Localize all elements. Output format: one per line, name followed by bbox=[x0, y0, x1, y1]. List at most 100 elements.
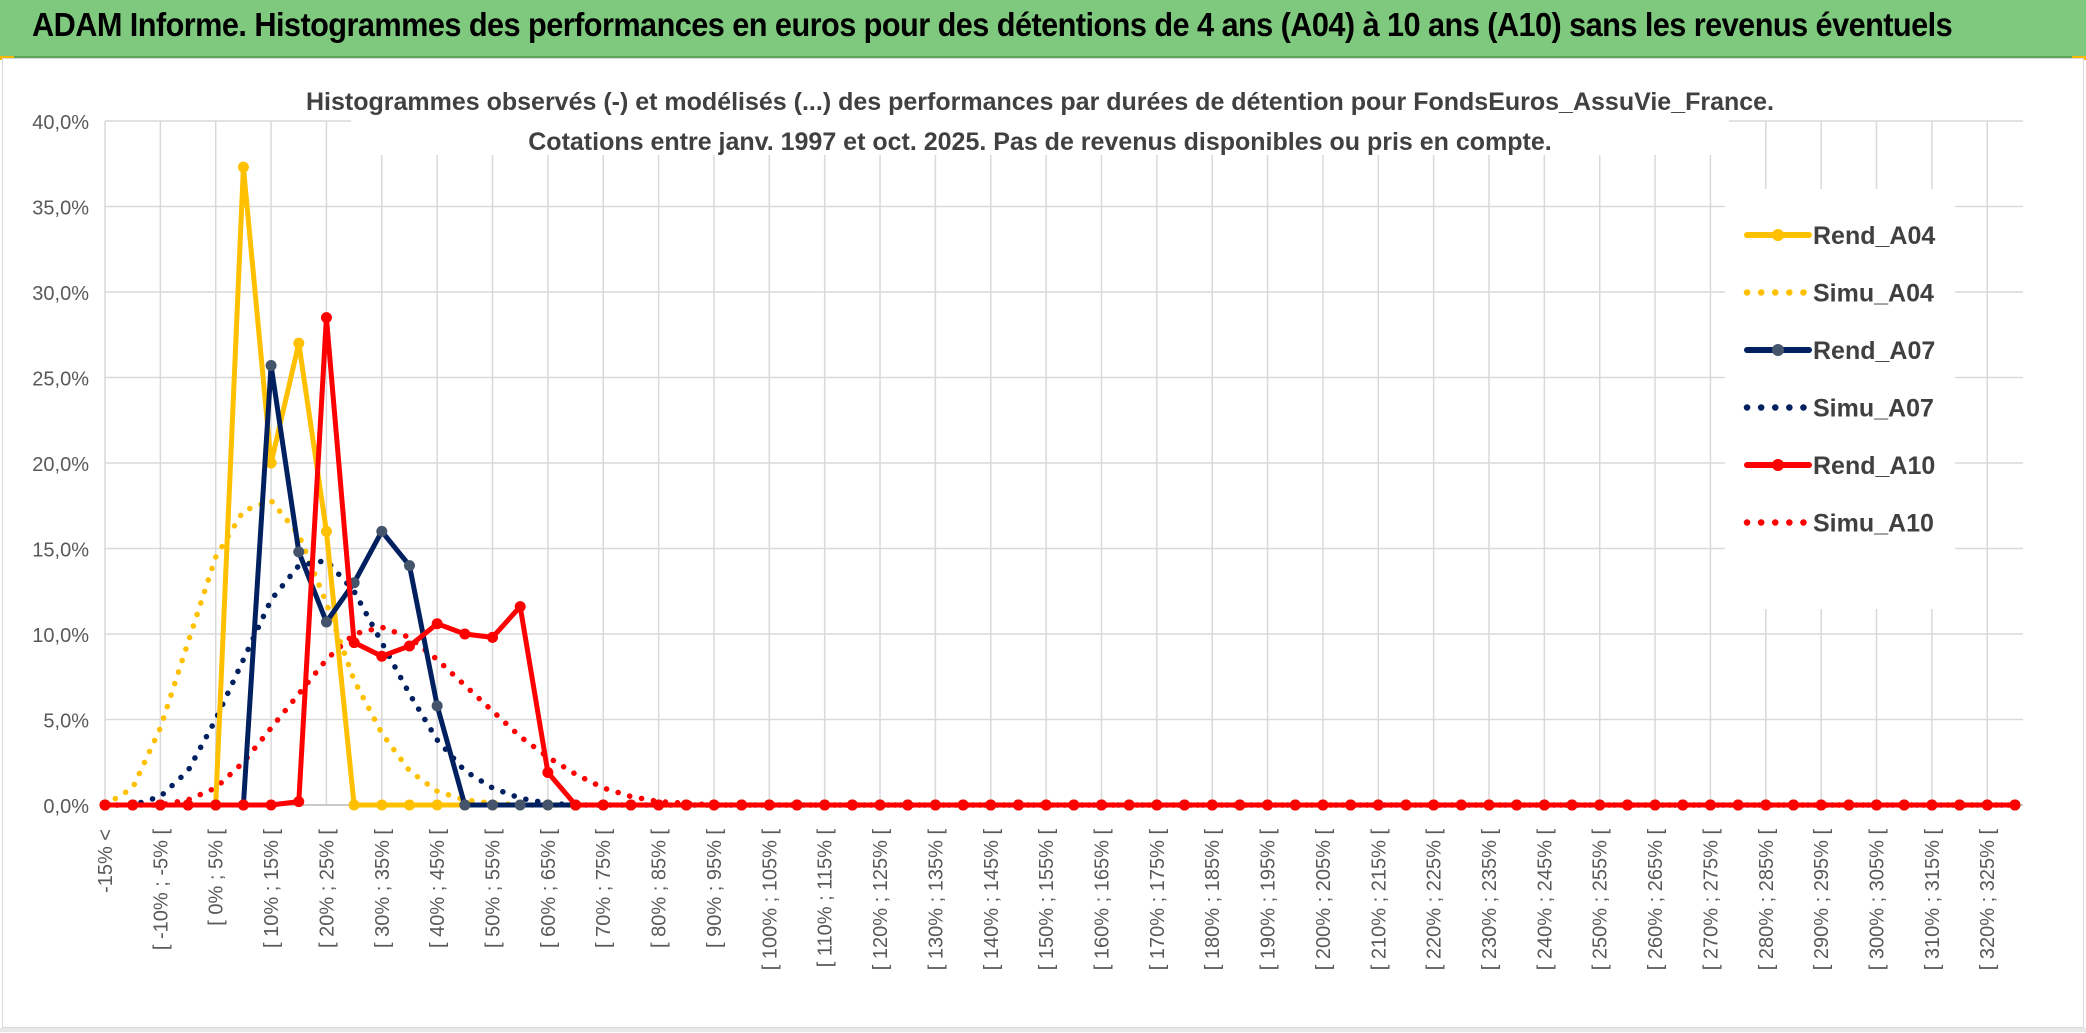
series-line-Rend_A10 bbox=[102, 315, 2018, 808]
x-tick-label: [ 100% ; 105% [ bbox=[759, 829, 781, 971]
data-point bbox=[403, 640, 415, 652]
y-tick-label: 15,0% bbox=[32, 540, 89, 562]
data-point bbox=[431, 618, 443, 630]
y-axis-ticks: 0,0% 5,0% 10,0% 15,0% 20,0% 25,0% 30,0% 35,0% 40… bbox=[32, 112, 89, 818]
data-point bbox=[874, 799, 886, 811]
data-point bbox=[1981, 799, 1993, 811]
data-point bbox=[1262, 799, 1274, 811]
x-tick-label: [ 30% ; 35% [ bbox=[372, 829, 394, 948]
legend-label: Simu_A07 bbox=[1813, 395, 1934, 423]
y-tick-label: 0,0% bbox=[43, 796, 89, 818]
bottom-border bbox=[0, 1028, 2086, 1032]
x-tick-label: [ 270% ; 275% [ bbox=[1700, 829, 1722, 971]
x-tick-label: -15% < bbox=[95, 829, 117, 893]
legend: Rend_A04 Simu_A04 Rend_A07 Simu_A07 Rend_A10… bbox=[1743, 222, 1935, 538]
y-tick-label: 20,0% bbox=[32, 454, 89, 476]
data-point bbox=[1206, 799, 1218, 811]
data-point bbox=[154, 799, 166, 811]
data-point bbox=[431, 700, 443, 712]
series-Rend_A10 bbox=[99, 312, 2021, 811]
x-tick-label: [ 310% ; 315% [ bbox=[1922, 829, 1944, 971]
x-tick-label: [ 180% ; 185% [ bbox=[1202, 829, 1224, 971]
series-lines bbox=[99, 161, 2021, 811]
data-point bbox=[1871, 799, 1883, 811]
legend-label: Rend_A04 bbox=[1813, 222, 1935, 250]
x-tick-label: [ 0% ; 5% [ bbox=[206, 829, 228, 926]
data-point bbox=[1151, 799, 1163, 811]
legend-item-Simu_A10: Simu_A10 bbox=[1743, 510, 1934, 538]
x-tick-label: [ 200% ; 205% [ bbox=[1313, 829, 1335, 971]
data-point bbox=[293, 796, 305, 808]
data-point bbox=[1289, 799, 1301, 811]
y-tick-label: 35,0% bbox=[32, 198, 89, 220]
data-point bbox=[542, 767, 554, 779]
data-point bbox=[1483, 799, 1495, 811]
data-point bbox=[403, 799, 415, 811]
chart-title-line2: Cotations entre janv. 1997 et oct. 2025.… bbox=[528, 128, 1551, 156]
data-point bbox=[320, 312, 332, 324]
x-tick-label: [ 20% ; 25% [ bbox=[316, 829, 338, 948]
data-point bbox=[1787, 799, 1799, 811]
legend-item-Simu_A04: Simu_A04 bbox=[1743, 280, 1934, 308]
data-point bbox=[1234, 799, 1246, 811]
data-point bbox=[1815, 799, 1827, 811]
legend-label: Rend_A07 bbox=[1813, 337, 1935, 365]
data-point bbox=[1704, 799, 1716, 811]
chart-title-background bbox=[351, 79, 1729, 155]
data-point bbox=[653, 799, 665, 811]
data-point bbox=[265, 360, 277, 372]
x-tick-label: [ 90% ; 95% [ bbox=[704, 829, 726, 948]
legend-item-Rend_A10: Rend_A10 bbox=[1744, 452, 1935, 480]
data-point bbox=[1455, 799, 1467, 811]
data-point bbox=[902, 799, 914, 811]
legend-background bbox=[1725, 189, 1955, 609]
data-point bbox=[1123, 799, 1135, 811]
data-point bbox=[680, 799, 692, 811]
x-tick-label: [ 300% ; 305% [ bbox=[1867, 829, 1889, 971]
data-point bbox=[237, 161, 249, 173]
data-point bbox=[514, 799, 526, 811]
data-point bbox=[487, 631, 499, 643]
data-point bbox=[348, 637, 360, 649]
x-tick-label: [ 40% ; 45% [ bbox=[427, 829, 449, 948]
legend-label: Simu_A04 bbox=[1813, 280, 1934, 308]
data-point bbox=[1760, 799, 1772, 811]
data-point bbox=[1732, 799, 1744, 811]
data-point bbox=[1843, 799, 1855, 811]
data-point bbox=[1594, 799, 1606, 811]
data-point bbox=[1040, 799, 1052, 811]
x-tick-label: [ 260% ; 265% [ bbox=[1645, 829, 1667, 971]
legend-item-Simu_A07: Simu_A07 bbox=[1743, 395, 1934, 423]
data-point bbox=[1677, 799, 1689, 811]
data-point bbox=[846, 799, 858, 811]
data-point bbox=[376, 650, 388, 662]
legend-marker bbox=[1772, 459, 1784, 471]
x-tick-label: [ 110% ; 115% [ bbox=[815, 829, 837, 968]
data-point bbox=[1345, 799, 1357, 811]
data-point bbox=[265, 799, 277, 811]
chart-title-line1: Histogrammes observés (-) et modélisés (… bbox=[306, 88, 1774, 116]
x-tick-label: [ 240% ; 245% [ bbox=[1534, 829, 1556, 971]
x-tick-label: [ 70% ; 75% [ bbox=[593, 829, 615, 948]
data-point bbox=[1566, 799, 1578, 811]
x-tick-label: [ 10% ; 15% [ bbox=[261, 829, 283, 948]
x-tick-label: [ 210% ; 215% [ bbox=[1368, 829, 1390, 971]
legend-item-Rend_A07: Rend_A07 bbox=[1744, 337, 1935, 365]
data-point bbox=[1538, 799, 1550, 811]
legend-label: Simu_A10 bbox=[1813, 510, 1934, 538]
data-point bbox=[320, 525, 332, 537]
data-point bbox=[1179, 799, 1191, 811]
data-point bbox=[459, 799, 471, 811]
data-point bbox=[320, 616, 332, 628]
data-point bbox=[376, 799, 388, 811]
data-point bbox=[1095, 799, 1107, 811]
data-point bbox=[1621, 799, 1633, 811]
data-point bbox=[1954, 799, 1966, 811]
data-point bbox=[376, 525, 388, 537]
legend-item-Rend_A04: Rend_A04 bbox=[1744, 222, 1935, 250]
x-tick-label: [ 220% ; 225% [ bbox=[1424, 829, 1446, 971]
legend-box bbox=[1725, 189, 1955, 609]
x-tick-label: [ 80% ; 85% [ bbox=[649, 829, 671, 948]
data-point bbox=[403, 560, 415, 572]
data-point bbox=[1898, 799, 1910, 811]
